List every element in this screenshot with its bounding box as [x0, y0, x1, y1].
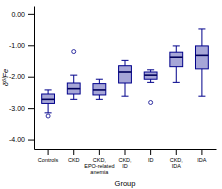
- box: [195, 46, 208, 69]
- y-tick: 0.00: [11, 11, 34, 18]
- median: [67, 88, 80, 90]
- box: [67, 83, 80, 94]
- lower-cap: [96, 99, 103, 100]
- upper-cap: [96, 79, 103, 80]
- y-tick: -1.00: [9, 42, 34, 49]
- x-tick-label: CKD: [68, 157, 80, 163]
- x-tick-mark: [201, 149, 202, 155]
- x-tick: IDA: [197, 149, 207, 163]
- lower-whisker: [176, 67, 177, 83]
- box-group: [195, 29, 208, 96]
- box: [42, 94, 55, 103]
- lower-whisker: [73, 94, 74, 99]
- lower-whisker: [125, 83, 126, 96]
- plot-area: [42, 29, 209, 118]
- x-tick-label: CKD,IDA: [170, 157, 184, 169]
- y-tick-mark: [28, 45, 34, 46]
- y-tick: -3.00: [9, 105, 34, 112]
- x-tick-mark: [48, 149, 49, 155]
- box: [119, 66, 132, 83]
- x-tick-mark: [73, 149, 74, 155]
- x-tick-label: CKD,ID: [118, 157, 132, 169]
- upper-whisker: [99, 79, 100, 83]
- y-axis: 0.00 -1.00 -2.00 -3.00 -4.00: [9, 7, 34, 150]
- upper-whisker: [48, 90, 49, 94]
- x-tick: CKD,IDA: [170, 149, 184, 169]
- y-tick-mark: [28, 14, 34, 15]
- box-group: [119, 60, 132, 96]
- box-group: [170, 46, 183, 82]
- y-tick-label: -1.00: [9, 42, 25, 49]
- upper-whisker: [201, 29, 202, 46]
- x-tick-label: IDA: [197, 157, 207, 163]
- lower-cap: [173, 82, 180, 83]
- median: [119, 71, 132, 73]
- upper-cap: [45, 89, 52, 90]
- flier: [46, 114, 50, 118]
- x-axis-title: Group: [115, 179, 136, 188]
- x-tick-label: Controls: [38, 157, 59, 163]
- median: [170, 56, 183, 58]
- x-tick-label: ID: [148, 157, 154, 163]
- y-tick: -4.00: [9, 136, 34, 143]
- median: [42, 99, 55, 101]
- box-group: [93, 79, 106, 99]
- box: [144, 72, 157, 79]
- box-group: [67, 50, 80, 100]
- lower-cap: [147, 82, 154, 83]
- upper-whisker: [125, 60, 126, 65]
- median: [195, 55, 208, 57]
- upper-whisker: [176, 46, 177, 52]
- box: [170, 52, 183, 66]
- box: [93, 84, 106, 95]
- y-tick: -2.00: [9, 73, 34, 80]
- median: [144, 74, 157, 76]
- upper-cap: [198, 28, 205, 29]
- upper-whisker: [73, 75, 74, 83]
- upper-cap: [70, 75, 77, 76]
- x-tick: CKD: [68, 149, 80, 163]
- lower-whisker: [201, 69, 202, 96]
- x-tick-mark: [125, 149, 126, 155]
- y-tick-mark: [28, 77, 34, 78]
- lower-whisker: [48, 103, 49, 112]
- x-tick-mark: [150, 149, 151, 155]
- x-tick-mark: [99, 149, 100, 155]
- x-tick-mark: [176, 149, 177, 155]
- flier: [149, 100, 153, 104]
- x-tick: CKD,EPO-relatedanemia: [84, 149, 114, 175]
- y-tick-mark: [28, 140, 34, 141]
- y-tick-mark: [28, 108, 34, 109]
- box-group: [42, 90, 55, 118]
- y-axis-line: [34, 7, 35, 150]
- lower-cap: [70, 99, 77, 100]
- x-tick: CKD,ID: [118, 149, 132, 169]
- median: [93, 89, 106, 91]
- lower-cap: [121, 96, 128, 97]
- y-tick-label: -2.00: [9, 73, 25, 80]
- y-tick-label: 0.00: [11, 11, 25, 18]
- chart: 0.00 -1.00 -2.00 -3.00 -4.00 Controls CKD CKD,E…: [0, 0, 222, 189]
- flier: [72, 50, 76, 54]
- upper-cap: [147, 69, 154, 70]
- lower-cap: [45, 112, 52, 113]
- y-tick-label: -3.00: [9, 105, 25, 112]
- lower-cap: [198, 96, 205, 97]
- box-group: [144, 70, 157, 105]
- upper-cap: [121, 60, 128, 61]
- x-tick: Controls: [38, 149, 59, 163]
- x-tick-label: CKD,EPO-relatedanemia: [84, 157, 114, 175]
- lower-whisker: [99, 95, 100, 99]
- upper-cap: [173, 45, 180, 46]
- x-tick: ID: [148, 149, 154, 163]
- x-axis: Controls CKD CKD,EPO-relatedanemia CKD,ID ID…: [35, 149, 217, 175]
- y-tick-label: -4.00: [9, 136, 25, 143]
- y-axis-title: δ⁶ᴵFe: [1, 69, 10, 86]
